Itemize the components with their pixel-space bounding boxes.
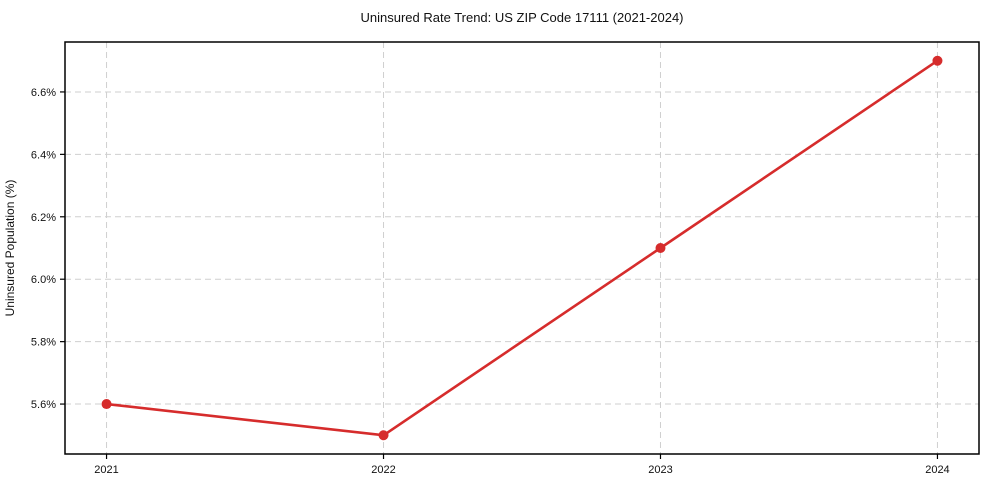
x-tick-label: 2024 xyxy=(925,464,949,476)
data-point xyxy=(932,55,943,66)
y-tick-label: 6.2% xyxy=(31,212,56,224)
y-tick-label: 6.4% xyxy=(31,149,56,161)
series-layer xyxy=(101,55,943,441)
data-point xyxy=(378,430,389,441)
y-tick-label: 5.8% xyxy=(31,337,56,349)
chart-title: Uninsured Rate Trend: US ZIP Code 17111 … xyxy=(360,10,683,25)
y-tick-label: 5.6% xyxy=(31,399,56,411)
data-point xyxy=(655,243,666,253)
x-tick-label: 2022 xyxy=(371,464,395,476)
y-axis-label: Uninsured Population (%) xyxy=(3,180,17,317)
y-tick-label: 6.6% xyxy=(31,87,56,99)
data-point xyxy=(101,399,112,410)
data-line xyxy=(105,59,939,437)
tick-layer: 5.6% 5.8% 6.0% 6.2% 6.4% 6.6% 2021 2022 2023 2024 xyxy=(31,87,950,476)
x-tick-label: 2023 xyxy=(648,464,672,476)
x-tick-label: 2021 xyxy=(94,464,118,476)
plot-border xyxy=(64,41,980,455)
plot-border-rect xyxy=(64,41,980,455)
grid-layer xyxy=(65,42,979,454)
y-tick-label: 6.0% xyxy=(31,274,56,286)
